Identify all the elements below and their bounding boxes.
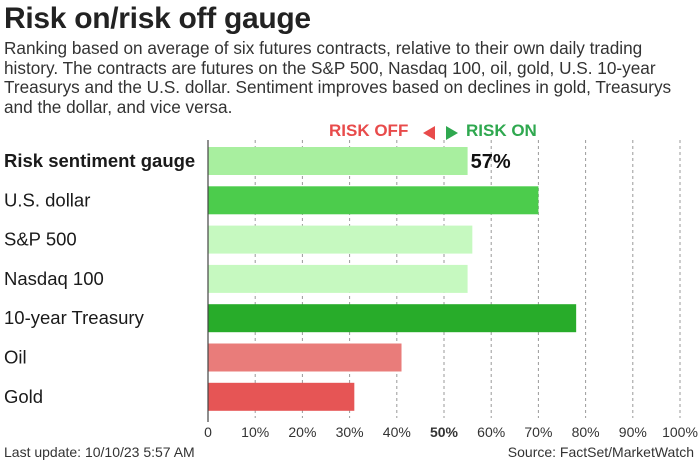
x-tick-label: 50%: [430, 424, 459, 440]
bar-u-s-dollar: [208, 186, 539, 215]
bar-10-year-treasury: [208, 304, 577, 333]
x-tick-label: 80%: [572, 424, 600, 440]
x-tick-label: 70%: [524, 424, 552, 440]
bar-gold: [208, 382, 355, 411]
x-tick-label: 100%: [662, 424, 698, 440]
category-label: U.S. dollar: [4, 189, 90, 210]
source-credit: Source: FactSet/MarketWatch: [507, 444, 694, 460]
bar-s-p-500: [208, 225, 473, 254]
category-label: Nasdaq 100: [4, 268, 104, 289]
chart-subtitle: Ranking based on average of six futures …: [4, 38, 672, 117]
category-label: S&P 500: [4, 229, 77, 250]
risk-off-label: RISK OFF: [329, 121, 409, 140]
bar-risk-sentiment-gauge: [208, 147, 468, 175]
bar-oil: [208, 343, 402, 372]
x-tick-label: 90%: [619, 424, 647, 440]
data-label: 57%: [471, 151, 511, 173]
bar-nasdaq-100: [208, 264, 468, 293]
x-tick-label: 20%: [288, 424, 316, 440]
x-tick-label: 0: [204, 424, 212, 440]
category-label: 10-year Treasury: [4, 307, 145, 328]
last-update: Last update: 10/10/23 5:57 AM: [4, 444, 195, 460]
x-tick-label: 60%: [477, 424, 505, 440]
x-tick-label: 10%: [241, 424, 269, 440]
x-tick-label: 30%: [336, 424, 364, 440]
category-label: Gold: [4, 386, 43, 407]
category-label: Oil: [4, 347, 27, 368]
chart-title: Risk on/risk off gauge: [4, 2, 311, 35]
risk-on-label: RISK ON: [466, 121, 537, 140]
x-tick-label: 40%: [383, 424, 411, 440]
left-arrow-icon: [423, 126, 435, 140]
category-label: Risk sentiment gauge: [4, 150, 195, 171]
right-arrow-icon: [446, 126, 458, 140]
